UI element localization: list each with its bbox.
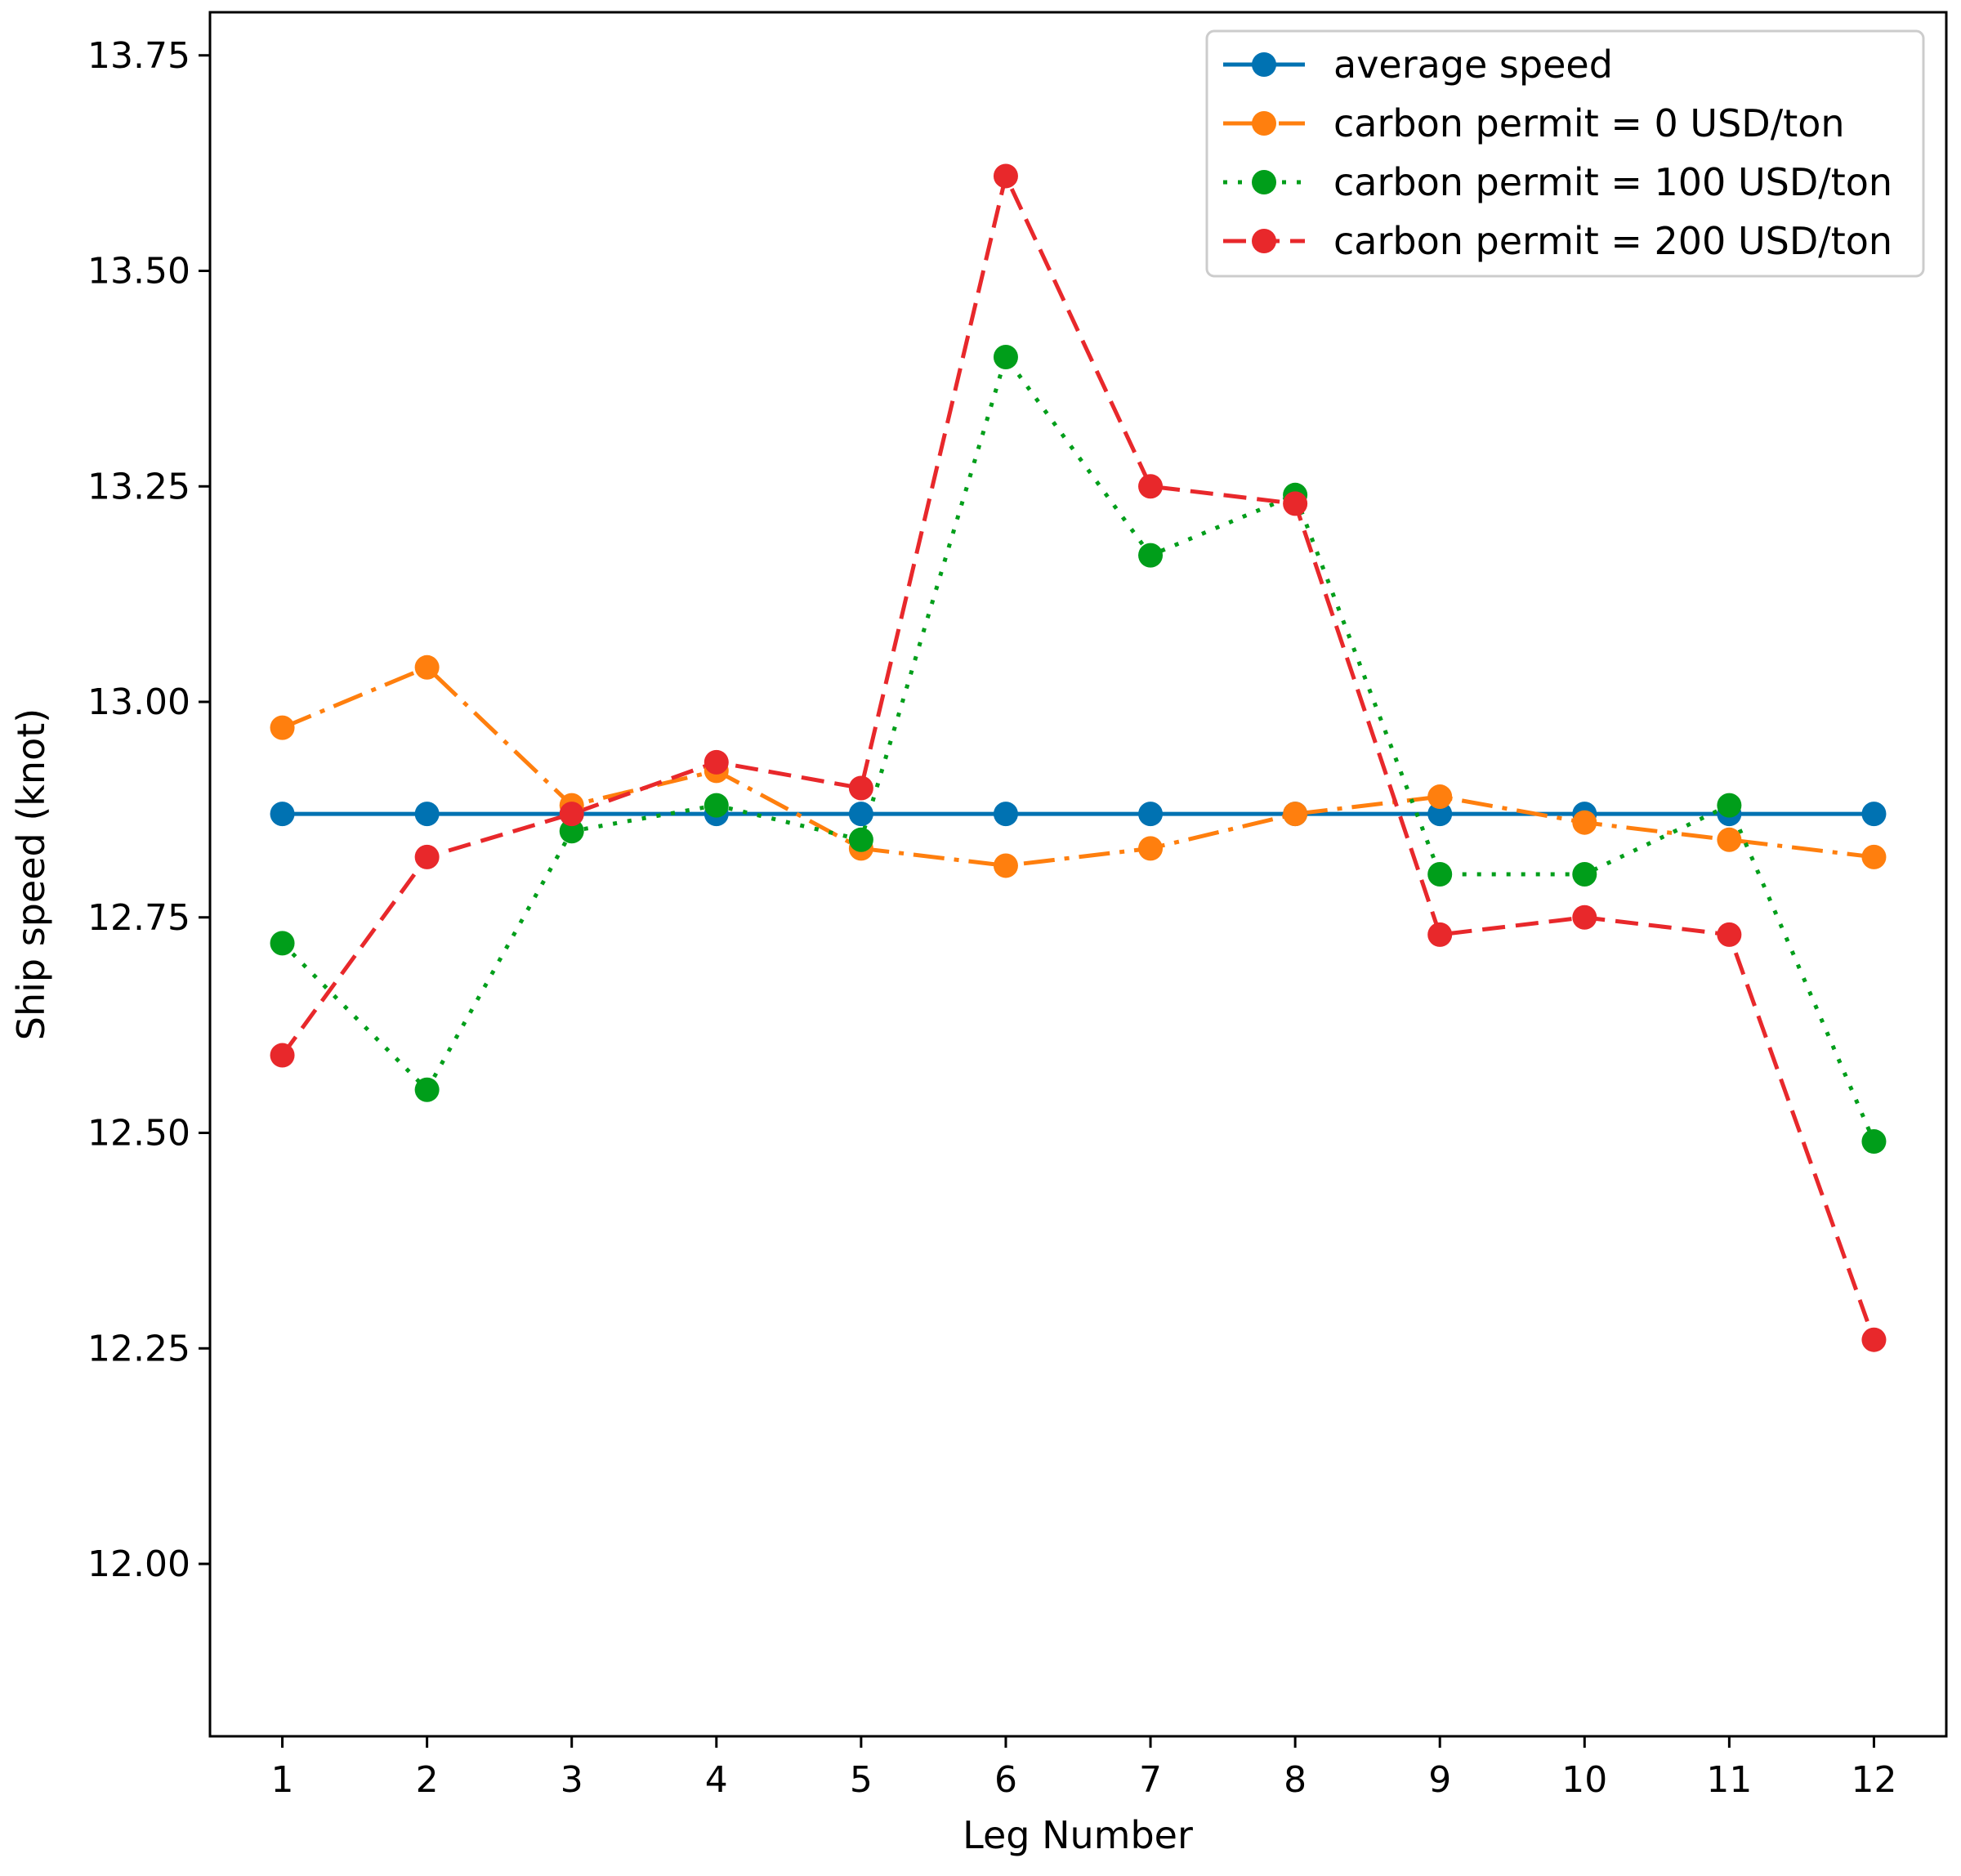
data-point-series-4 <box>270 1043 295 1068</box>
data-point-series-3 <box>1572 862 1597 887</box>
y-tick-label: 13.25 <box>87 466 190 507</box>
data-point-series-1 <box>414 802 440 827</box>
x-tick-label: 7 <box>1139 1759 1162 1801</box>
series-line-4 <box>280 173 1876 1341</box>
x-tick-label: 10 <box>1561 1759 1607 1801</box>
x-tick-label: 1 <box>271 1759 294 1801</box>
legend-label-3: carbon permit = 100 USD/ton <box>1333 160 1892 204</box>
legend-label-1: average speed <box>1333 42 1613 87</box>
legend-marker-4 <box>1252 229 1276 253</box>
y-tick-label: 12.00 <box>87 1543 190 1585</box>
data-point-series-2 <box>270 715 295 740</box>
legend: average speed carbon permit = 0 USD/ton ca… <box>1205 29 1925 278</box>
y-axis: 12.00 12.25 12.50 12.75 13.00 13.25 13.50 13.75 <box>87 35 210 1585</box>
legend-label-2: carbon permit = 0 USD/ton <box>1333 101 1845 145</box>
data-point-series-4 <box>848 775 873 801</box>
data-point-series-1 <box>848 802 873 827</box>
y-tick-label: 13.50 <box>87 251 190 293</box>
data-point-series-4 <box>1572 904 1597 930</box>
data-point-series-4 <box>993 163 1018 189</box>
legend-box <box>1205 29 1925 278</box>
data-point-series-4 <box>1138 474 1164 499</box>
data-point-series-3 <box>270 931 295 956</box>
data-point-series-3 <box>1138 543 1164 568</box>
data-point-series-2 <box>1283 802 1308 827</box>
data-point-series-4 <box>559 802 584 827</box>
data-point-series-3 <box>414 1077 440 1102</box>
y-tick-label: 12.25 <box>87 1328 190 1369</box>
data-point-series-2 <box>1861 844 1887 869</box>
series-markers <box>270 163 1887 1352</box>
y-tick-label: 13.00 <box>87 681 190 723</box>
x-axis-label: Leg Number <box>963 1813 1193 1857</box>
data-point-series-1 <box>270 802 295 827</box>
x-tick-label: 9 <box>1428 1759 1451 1801</box>
data-point-series-1 <box>1861 802 1887 827</box>
data-point-series-4 <box>1427 922 1453 947</box>
data-point-series-3 <box>704 793 729 818</box>
y-tick-label: 12.75 <box>87 897 190 939</box>
legend-marker-2 <box>1252 111 1276 136</box>
y-axis-label: Ship speed (knot) <box>9 708 53 1040</box>
series-line-2 <box>281 665 1874 868</box>
data-point-series-3 <box>993 345 1018 369</box>
data-point-series-1 <box>993 802 1018 827</box>
y-tick-label: 13.75 <box>87 35 190 77</box>
x-tick-label: 6 <box>994 1759 1017 1801</box>
x-tick-label: 3 <box>561 1759 583 1801</box>
data-point-series-4 <box>414 844 440 869</box>
y-tick-label: 12.50 <box>87 1113 190 1155</box>
x-tick-label: 11 <box>1706 1759 1752 1801</box>
x-tick-label: 12 <box>1851 1759 1896 1801</box>
data-point-series-4 <box>1283 491 1308 516</box>
data-point-series-1 <box>1427 802 1453 827</box>
data-point-series-2 <box>993 853 1018 878</box>
legend-label-4: carbon permit = 200 USD/ton <box>1333 219 1892 263</box>
data-point-series-2 <box>414 654 440 680</box>
data-point-series-3 <box>559 819 584 844</box>
data-point-series-4 <box>704 749 729 775</box>
data-point-series-2 <box>1572 810 1597 835</box>
plot-area-frame <box>208 11 1948 1738</box>
data-point-series-2 <box>1717 827 1742 852</box>
series-line-3 <box>280 355 1876 1143</box>
data-point-series-3 <box>848 827 873 852</box>
series-lines <box>280 173 1876 1341</box>
data-point-series-3 <box>1861 1129 1887 1155</box>
data-point-series-1 <box>1138 802 1164 827</box>
legend-marker-1 <box>1252 52 1276 77</box>
data-point-series-3 <box>1717 793 1742 818</box>
data-point-series-2 <box>1138 836 1164 861</box>
x-tick-label: 2 <box>416 1759 439 1801</box>
legend-marker-3 <box>1252 170 1276 194</box>
x-tick-label: 4 <box>705 1759 728 1801</box>
data-point-series-3 <box>1427 862 1453 887</box>
data-point-series-4 <box>1717 922 1742 947</box>
x-axis: 1 2 3 4 5 6 7 8 9 10 11 12 <box>271 1736 1896 1801</box>
x-tick-label: 5 <box>850 1759 873 1801</box>
data-point-series-2 <box>1427 784 1453 810</box>
x-tick-label: 8 <box>1284 1759 1307 1801</box>
data-point-series-4 <box>1861 1327 1887 1352</box>
